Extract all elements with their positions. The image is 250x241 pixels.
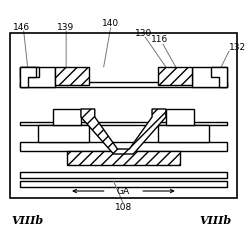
Bar [192,67,227,87]
Bar [20,181,227,187]
Bar [10,33,237,198]
Text: 108: 108 [115,203,132,213]
Bar [20,67,55,87]
Bar [158,67,192,85]
Text: 146: 146 [13,22,30,32]
Polygon shape [20,67,36,87]
Text: VIIIb: VIIIb [12,214,44,226]
Bar [55,67,89,85]
Bar [158,125,209,142]
Bar [20,67,40,77]
Bar [20,172,227,178]
Text: 140: 140 [102,20,119,28]
Bar [67,151,180,165]
Text: 139: 139 [56,22,74,32]
Text: 132: 132 [229,43,246,53]
Bar [53,109,81,125]
Bar [38,125,89,142]
Text: 116: 116 [151,35,168,45]
Text: VIIIb: VIIIb [199,214,231,226]
Polygon shape [81,109,166,154]
Text: 130: 130 [134,28,152,38]
Bar [166,109,194,125]
Polygon shape [211,67,227,87]
Bar [20,82,227,87]
Bar [20,122,227,125]
Text: GA: GA [117,187,130,195]
Bar [20,142,227,151]
